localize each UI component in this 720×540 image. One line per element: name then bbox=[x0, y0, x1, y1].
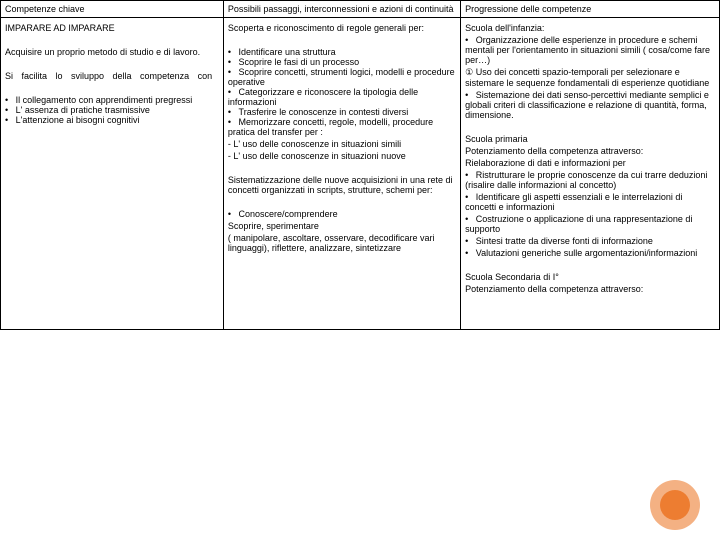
col2-c1: • Conoscere/comprendere bbox=[228, 209, 456, 219]
col2-intro: Scoperta e riconoscimento di regole gene… bbox=[228, 23, 456, 33]
col2-t1: - L' uso delle conoscenze in situazioni … bbox=[228, 139, 456, 149]
cell-col2: Scoperta e riconoscimento di regole gene… bbox=[223, 18, 460, 330]
col2-i4: • Categorizzare e riconoscere la tipolog… bbox=[228, 87, 456, 107]
s1-title: Scuola dell'infanzia: bbox=[465, 23, 715, 33]
s2-p: Potenziamento della competenza attravers… bbox=[465, 146, 715, 156]
col1-title: IMPARARE AD IMPARARE bbox=[5, 23, 219, 33]
s2-b1: • Ristrutturare le proprie conoscenze da… bbox=[465, 170, 715, 190]
col2-i6: • Memorizzare concetti, regole, modelli,… bbox=[228, 117, 456, 137]
s2-b5: • Valutazioni generiche sulle argomentaz… bbox=[465, 248, 715, 258]
cell-col3: Scuola dell'infanzia: • Organizzazione d… bbox=[461, 18, 720, 330]
s1-b3: • Sistemazione dei dati senso-percettivi… bbox=[465, 90, 715, 120]
col1-list: • Il collegamento con apprendimenti preg… bbox=[5, 95, 219, 125]
cell-col1: IMPARARE AD IMPARARE Acquisire un propri… bbox=[1, 18, 224, 330]
col2-t2: - L' uso delle conoscenze in situazioni … bbox=[228, 151, 456, 161]
s2-b2: • Identificare gli aspetti essenziali e … bbox=[465, 192, 715, 212]
s1-b1: • Organizzazione delle esperienze in pro… bbox=[465, 35, 715, 65]
header-col3: Progressione delle competenze bbox=[461, 1, 720, 18]
header-col2: Possibili passaggi, interconnessioni e a… bbox=[223, 1, 460, 18]
s3-p: Potenziamento della competenza attravers… bbox=[465, 284, 715, 294]
s2-b3: • Costruzione o applicazione di una rapp… bbox=[465, 214, 715, 234]
col2-i3: • Scoprire concetti, strumenti logici, m… bbox=[228, 67, 456, 87]
col2-cparen: ( manipolare, ascoltare, osservare, deco… bbox=[228, 233, 456, 253]
col2-i1: • Identificare una struttura bbox=[228, 47, 456, 57]
col1-b3: • L'attenzione ai bisogni cognitivi bbox=[5, 115, 219, 125]
header-col1: Competenze chiave bbox=[1, 1, 224, 18]
col2-i5: • Trasferire le conoscenze in contesti d… bbox=[228, 107, 456, 117]
col2-cextra: Scoprire, sperimentare bbox=[228, 221, 456, 231]
circle-outer bbox=[650, 480, 700, 530]
col2-i2: • Scoprire le fasi di un processo bbox=[228, 57, 456, 67]
s3-title: Scuola Secondaria di I° bbox=[465, 272, 715, 282]
col1-b2: • L' assenza di pratiche trasmissive bbox=[5, 105, 219, 115]
s1-clock: ① Uso dei concetti spazio-temporali per … bbox=[465, 67, 715, 88]
col1-b1: • Il collegamento con apprendimenti preg… bbox=[5, 95, 219, 105]
header-row: Competenze chiave Possibili passaggi, in… bbox=[1, 1, 720, 18]
circle-inner bbox=[660, 490, 690, 520]
col1-p1: Acquisire un proprio metodo di studio e … bbox=[5, 47, 219, 57]
content-row: IMPARARE AD IMPARARE Acquisire un propri… bbox=[1, 18, 720, 330]
col1-p2: Si facilita lo sviluppo della competenza… bbox=[5, 71, 219, 81]
s2-b4: • Sintesi tratte da diverse fonti di inf… bbox=[465, 236, 715, 246]
s2-p2: Rielaborazione di dati e informazioni pe… bbox=[465, 158, 715, 168]
competency-table: Competenze chiave Possibili passaggi, in… bbox=[0, 0, 720, 330]
col2-list1: • Identificare una struttura • Scoprire … bbox=[228, 47, 456, 137]
col2-sys: Sistematizzazione delle nuove acquisizio… bbox=[228, 175, 456, 195]
corner-decoration bbox=[650, 480, 700, 530]
s2-title: Scuola primaria bbox=[465, 134, 715, 144]
